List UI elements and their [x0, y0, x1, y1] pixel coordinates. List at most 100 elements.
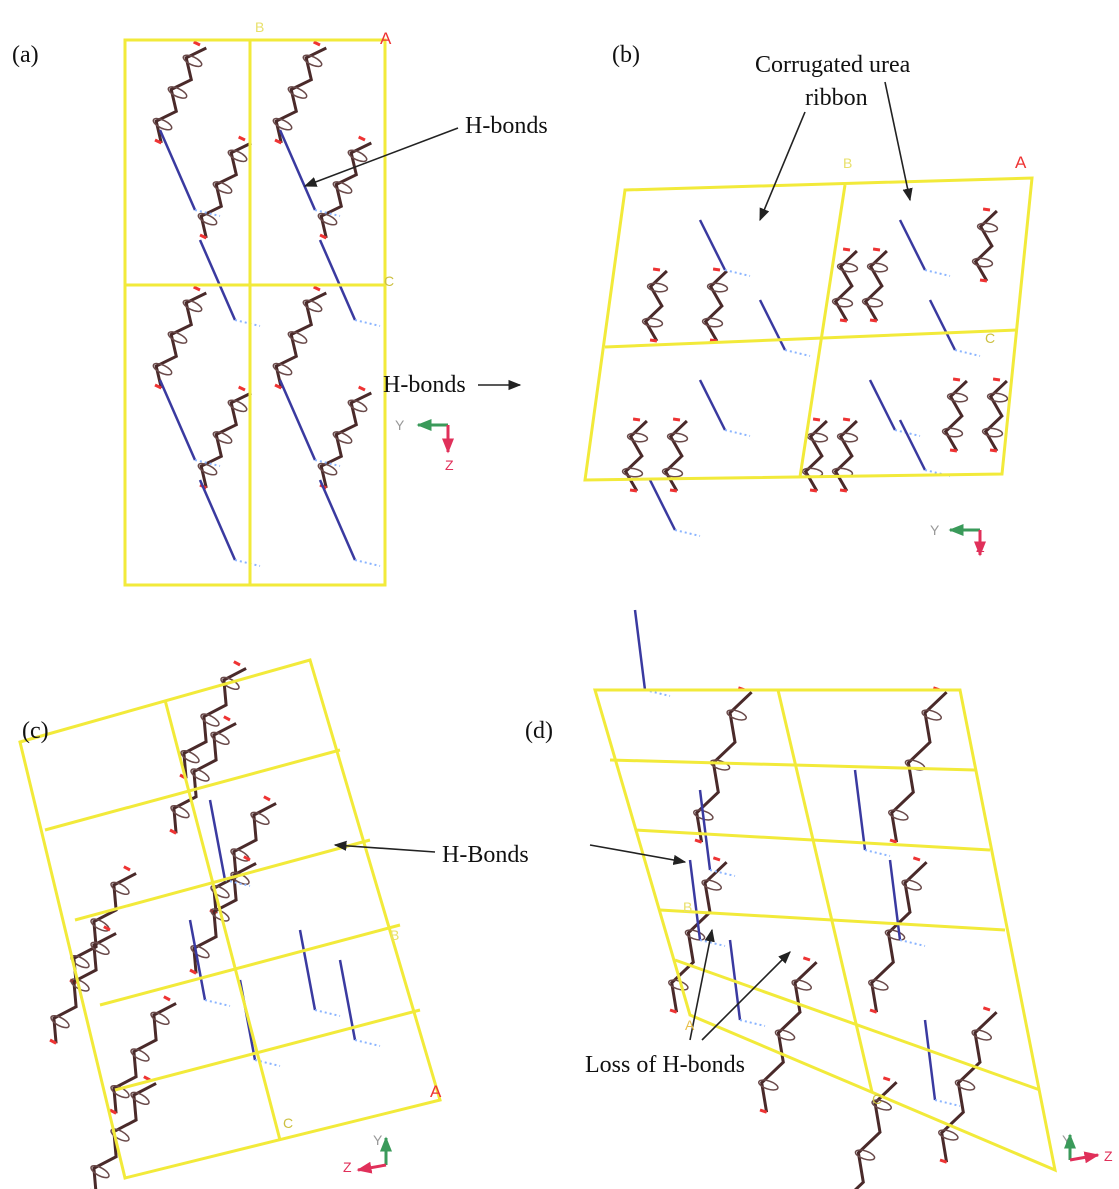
molecule-part [700, 940, 725, 946]
molecule-part [725, 430, 750, 436]
molecule-part [865, 850, 890, 856]
molecule-part [843, 249, 850, 250]
molecule-part [836, 421, 857, 491]
text: ribbon [805, 85, 868, 111]
molecule-part [314, 42, 320, 45]
molecule-part [976, 211, 997, 281]
molecule-part [870, 320, 877, 321]
molecule-part [710, 340, 717, 341]
molecule-part [264, 797, 270, 800]
molecule-part [930, 300, 955, 350]
unit-cell-d [595, 690, 1055, 1170]
molecule-part [890, 840, 897, 842]
molecule-part [706, 271, 727, 341]
molecule-part [280, 130, 315, 210]
molecule-part [355, 320, 380, 326]
molecule-part [633, 419, 640, 420]
text: B [390, 927, 399, 943]
text: C [985, 330, 995, 346]
molecule-part [873, 249, 880, 250]
molecule-part [870, 1010, 877, 1012]
annotation: H-bonds [465, 113, 548, 139]
panel-label: (d) [525, 718, 553, 744]
annotation-arrow [760, 112, 805, 220]
molecule-part [774, 1028, 796, 1042]
molecule-part [700, 220, 725, 270]
molecule-part [684, 928, 706, 942]
molecule-part [955, 350, 980, 356]
molecule-part [843, 419, 850, 420]
molecule-part [938, 1128, 960, 1142]
molecule-part [194, 287, 200, 290]
molecule-part [355, 560, 380, 566]
annotation-arrow [335, 845, 435, 852]
text: B [255, 19, 264, 35]
annotation: H-Bonds [442, 842, 529, 868]
molecule-part [921, 708, 943, 722]
molecule-part [670, 1010, 677, 1012]
molecule-part [855, 770, 865, 850]
annotation-arrow [590, 845, 685, 862]
molecule-part [785, 350, 810, 356]
unit-cell-c [20, 660, 440, 1178]
molecule-part [713, 269, 720, 270]
molecule-part [900, 220, 925, 270]
molecule-part [650, 340, 657, 341]
molecule-part [954, 1078, 976, 1092]
molecule-part [725, 270, 750, 276]
molecule-part [630, 490, 637, 491]
molecule-part [300, 930, 315, 1010]
text: B [683, 899, 692, 915]
molecule-part [320, 480, 355, 560]
molecule-part [983, 209, 990, 210]
molecule-part [840, 490, 847, 491]
molecule-part [200, 480, 235, 560]
molecule-part [650, 480, 675, 530]
molecule-part [666, 421, 687, 491]
molecule-part [675, 530, 700, 536]
molecule-part [160, 130, 195, 210]
molecule-part [806, 421, 827, 491]
molecule-part [315, 1010, 340, 1016]
unit-cell-a [125, 40, 385, 585]
molecule-part [160, 380, 195, 460]
panel-label: (a) [12, 42, 39, 68]
molecule-part [359, 387, 365, 390]
molecule-part [990, 450, 997, 451]
text: A [380, 29, 392, 48]
molecule-part [803, 958, 810, 960]
molecule-part [646, 271, 667, 341]
molecule-part [868, 978, 890, 992]
molecule-part [200, 240, 235, 320]
molecule-part [760, 300, 785, 350]
text: Z [343, 1159, 352, 1175]
molecule-part [900, 420, 925, 470]
molecule-part [813, 419, 820, 420]
text: C [283, 1115, 293, 1131]
molecule-part [935, 1100, 960, 1106]
annotation-arrow [305, 128, 458, 186]
text: Z [1104, 1148, 1113, 1164]
molecule-part [235, 560, 260, 566]
molecule-part [925, 270, 950, 276]
annotation: Corrugated urea ribbon [755, 52, 911, 111]
panel-label: (b) [612, 42, 640, 68]
molecule-part [205, 1000, 230, 1006]
text: Corrugated urea [755, 52, 911, 78]
molecule-part [359, 137, 365, 140]
text: A [1015, 153, 1027, 172]
molecule-part [280, 380, 315, 460]
annotation: H-bonds [383, 372, 466, 398]
molecule-part [239, 137, 245, 140]
molecule-part [670, 490, 677, 491]
molecule-part [194, 42, 200, 45]
molecule-part [854, 1148, 876, 1162]
molecule-part [840, 320, 847, 321]
molecule-part [836, 251, 857, 321]
molecule-part [144, 1077, 150, 1080]
molecule-part [791, 978, 813, 992]
molecule-part [234, 662, 240, 665]
molecule-part [635, 610, 645, 690]
molecule-part [695, 840, 702, 842]
molecule-part [355, 1040, 380, 1046]
